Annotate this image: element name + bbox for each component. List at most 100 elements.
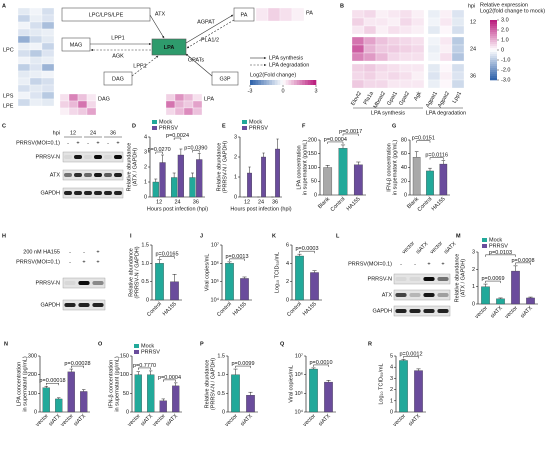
significance-bracket [159, 256, 175, 259]
panel-label: E [222, 123, 226, 129]
y-tick-label: 1 [390, 398, 393, 404]
error-bar [233, 368, 238, 375]
x-tick-label: siATX [520, 305, 535, 320]
color-scale-step [490, 60, 497, 63]
heatmap-cell [279, 7, 293, 22]
heatmap-cell [267, 7, 281, 22]
y-axis-label: LPA concentration [16, 362, 22, 406]
node-label: LPA [164, 45, 175, 51]
heatmap-cell [41, 63, 55, 72]
y-tick-label: 0 [222, 409, 225, 415]
heatmap-cell [399, 17, 413, 27]
color-scale-step [288, 80, 292, 85]
heatmap-cell [86, 107, 97, 116]
y-tick-label: 4 [390, 365, 393, 371]
color-scale-step [490, 42, 497, 45]
p-value: p=0.0270 [148, 147, 171, 153]
heatmap-cell [451, 63, 465, 73]
heatmap-cell [363, 44, 377, 54]
heatmap-cell [59, 107, 70, 116]
gene-label: Gpat2 [398, 91, 411, 107]
color-scale-step [490, 70, 497, 73]
heatmap-cell [165, 107, 176, 116]
y-axis-label: in supernatant (pg/mL) [22, 356, 28, 412]
x-tick-label: HA155 [346, 196, 362, 212]
significance-bracket [138, 367, 151, 370]
heatmap-cell [387, 44, 401, 54]
error-bar [441, 160, 446, 165]
pathway-arrow [149, 14, 165, 39]
color-scale-step [252, 80, 256, 85]
blot-band [74, 191, 82, 195]
legend-swatch [482, 238, 487, 242]
y-tick-label: 2 [234, 154, 237, 160]
heatmap-cell [17, 84, 31, 93]
panel-label: C [2, 123, 6, 129]
blot-band [64, 155, 72, 159]
significance-bracket [235, 365, 251, 369]
error-bar [326, 380, 331, 383]
pathway-node [61, 37, 91, 52]
y-axis-label: in supernatant (pg/mL) [302, 140, 308, 196]
y-axis-label: (PRRSV-N / GAPDH) [222, 141, 228, 193]
legend-swatch [152, 126, 157, 130]
heatmap-cell [387, 36, 401, 46]
blot-band [84, 173, 92, 177]
x-tick-label: siATX [165, 413, 180, 428]
heatmap-cell [68, 93, 79, 102]
heatmap-cell [363, 17, 377, 27]
significance-bracket [71, 365, 84, 369]
heatmap-cell [77, 100, 88, 109]
bar [338, 148, 348, 196]
y-tick-label: 4 [286, 261, 289, 267]
color-scale-step [305, 80, 309, 85]
color-scale-step [490, 20, 497, 23]
color-scale-step [263, 80, 267, 85]
x-tick-label: 12 [156, 199, 162, 205]
y-axis-label: (PRRSV-N / GAPDH) [210, 358, 216, 410]
heatmap-cell [29, 49, 43, 58]
blot-band [437, 309, 449, 313]
panel-label: B [340, 3, 344, 9]
blot-band [104, 173, 112, 177]
x-axis-label: Hours post infection (hpi) [230, 206, 291, 212]
heatmap-cell [399, 79, 413, 89]
heatmap-cell [411, 63, 425, 73]
x-tick-label: vector [474, 305, 489, 320]
y-tick-label: 3 [144, 149, 147, 155]
blot-band [84, 155, 92, 159]
color-scale-step [490, 38, 497, 41]
color-scale-step [250, 80, 254, 85]
error-bar [179, 148, 183, 155]
heatmap-cell [291, 7, 305, 22]
x-tick-label: Control [146, 301, 163, 318]
heatmap-cell [165, 100, 176, 109]
heatmap-cell [77, 93, 88, 102]
heatmap-label: DAG [98, 96, 110, 102]
gene-label: Gpat1 [386, 91, 399, 107]
enzyme-label: ATX [155, 11, 166, 17]
color-scale-step [490, 62, 497, 65]
legend-swatch [242, 120, 247, 124]
heatmap-cell [41, 70, 55, 79]
heatmap-cell [427, 63, 441, 73]
y-tick-label: 200 [28, 372, 37, 378]
heatmap-cell [363, 25, 377, 35]
significance-bracket [342, 133, 359, 136]
node-label: MAG [70, 42, 83, 48]
x-axis-label: Hours post infection (hpi) [147, 206, 208, 212]
heatmap-cell [68, 107, 79, 116]
y-tick-label: 100 [308, 165, 317, 171]
y-tick-label: 1.5 [217, 353, 225, 359]
heatmap-cell [439, 9, 453, 19]
color-scale-step [490, 24, 497, 27]
error-bar [340, 144, 346, 149]
treatment-sign: - [107, 140, 109, 146]
error-bar [276, 138, 279, 149]
heatmap-cell [29, 28, 43, 37]
x-tick-label: vector [504, 305, 519, 320]
hpi-title: hpi [468, 3, 475, 9]
color-scale-step [490, 66, 497, 69]
blot-membrane [62, 169, 124, 181]
bar [414, 370, 423, 413]
